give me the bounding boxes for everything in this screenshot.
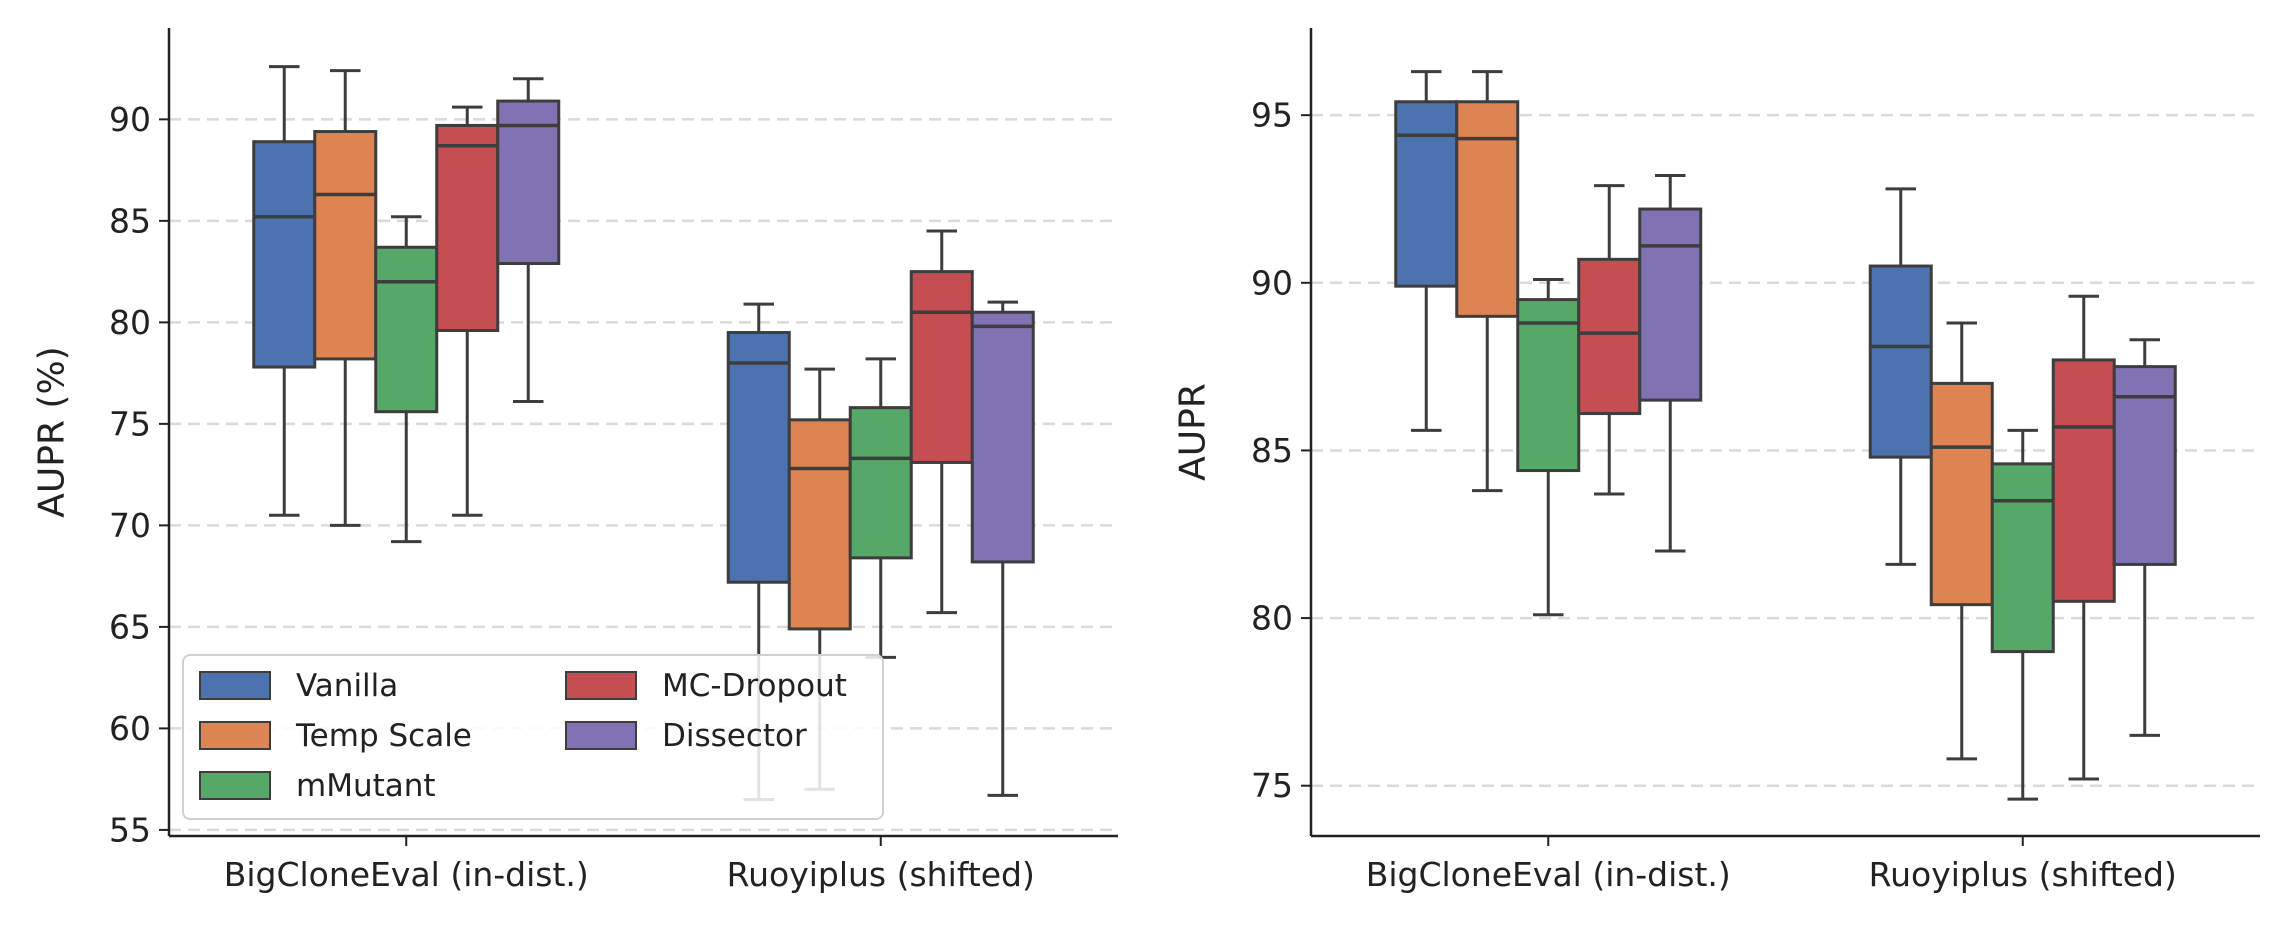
- box-vanilla-0: [1394, 70, 1459, 432]
- legend-label: Vanilla: [296, 668, 398, 704]
- box-iqr: [1516, 298, 1581, 473]
- box-iqr: [1990, 462, 2055, 654]
- box-iqr: [1929, 381, 1994, 607]
- y-tick-label: 80: [109, 303, 151, 342]
- box-iqr: [970, 310, 1035, 564]
- y-tick-label: 90: [1251, 263, 1293, 302]
- box-iqr: [848, 406, 913, 560]
- box-vanilla-0: [252, 65, 317, 517]
- legend-label: Dissector: [662, 718, 807, 754]
- legend: Vanilla Temp Scale mMutant MC-Dropout Dissec…: [182, 654, 884, 820]
- box-mmutant-0: [1516, 277, 1581, 617]
- y-tick-label: 85: [109, 201, 151, 240]
- legend-swatch: [199, 721, 271, 750]
- legend-label: Temp Scale: [295, 718, 472, 754]
- box-temp-scale-0: [1455, 70, 1520, 493]
- y-tick-label: 60: [109, 709, 151, 748]
- box-mmutant-1: [848, 357, 913, 659]
- y-tick-label: 85: [1251, 431, 1293, 470]
- box-dissector-0: [496, 77, 561, 404]
- box-mc-dropout-0: [1577, 184, 1642, 496]
- box-iqr: [374, 245, 439, 414]
- legend-swatch: [199, 671, 271, 700]
- legend-item: Dissector: [565, 718, 807, 754]
- box-mmutant-0: [374, 215, 439, 544]
- box-dissector-1: [2112, 338, 2177, 737]
- box-iqr: [2112, 365, 2177, 566]
- box-temp-scale-1: [787, 367, 852, 791]
- y-tick-label: 90: [109, 100, 151, 139]
- box-iqr: [1868, 264, 1933, 459]
- box-mc-dropout-0: [435, 105, 500, 517]
- legend-item: MC-Dropout: [565, 668, 847, 704]
- x-tick-label: Ruoyiplus (shifted): [727, 855, 1035, 894]
- chart-right: 75 80 85 90 95 AUPR BigCloneEval (in-dist.) Ruo…: [1173, 28, 2260, 894]
- y-tick-label: 95: [1251, 96, 1293, 135]
- legend-swatch: [199, 771, 271, 800]
- box-mc-dropout-1: [909, 229, 974, 615]
- box-dissector-0: [1638, 174, 1703, 553]
- box-dissector-1: [970, 300, 1035, 797]
- box-iqr: [2051, 358, 2116, 603]
- box-iqr: [1638, 207, 1703, 402]
- legend-label: MC-Dropout: [662, 668, 847, 704]
- box-iqr: [726, 331, 791, 584]
- legend-item: mMutant: [199, 768, 436, 804]
- box-iqr: [252, 140, 317, 369]
- y-tick-label: 75: [1251, 766, 1293, 805]
- y-tick-label: 65: [109, 607, 151, 646]
- box-iqr: [787, 418, 852, 631]
- legend-item: Temp Scale: [199, 718, 472, 754]
- x-tick-label: Ruoyiplus (shifted): [1869, 855, 2177, 894]
- box-iqr: [1577, 257, 1642, 416]
- legend-swatch: [565, 671, 637, 700]
- y-axis-label: AUPR: [1173, 383, 1214, 481]
- box-temp-scale-1: [1929, 321, 1994, 761]
- box-iqr: [496, 99, 561, 265]
- box-iqr: [909, 270, 974, 464]
- box-temp-scale-0: [313, 69, 378, 527]
- legend-label: mMutant: [296, 768, 436, 804]
- box-iqr: [435, 123, 500, 332]
- box-iqr: [1455, 100, 1520, 318]
- legend-item: Vanilla: [199, 668, 398, 704]
- x-tick-label: BigCloneEval (in-dist.): [224, 855, 589, 894]
- y-axis-label: AUPR (%): [32, 346, 73, 517]
- y-tick-label: 75: [109, 404, 151, 443]
- legend-frame: [182, 654, 884, 820]
- box-vanilla-1: [1868, 187, 1933, 566]
- y-tick-label: 55: [109, 810, 151, 849]
- y-tick-label: 80: [1251, 599, 1293, 638]
- box-mc-dropout-1: [2051, 294, 2116, 781]
- x-tick-label: BigCloneEval (in-dist.): [1366, 855, 1731, 894]
- box-iqr: [313, 130, 378, 361]
- box-mmutant-1: [1990, 428, 2055, 801]
- y-tick-label: 70: [109, 506, 151, 545]
- chart-left: 55 60 65 70 75 80 85 90 AUPR (%) BigCloneEval (in…: [32, 28, 1118, 894]
- legend-swatch: [565, 721, 637, 750]
- box-iqr: [1394, 100, 1459, 288]
- box-vanilla-1: [726, 302, 791, 801]
